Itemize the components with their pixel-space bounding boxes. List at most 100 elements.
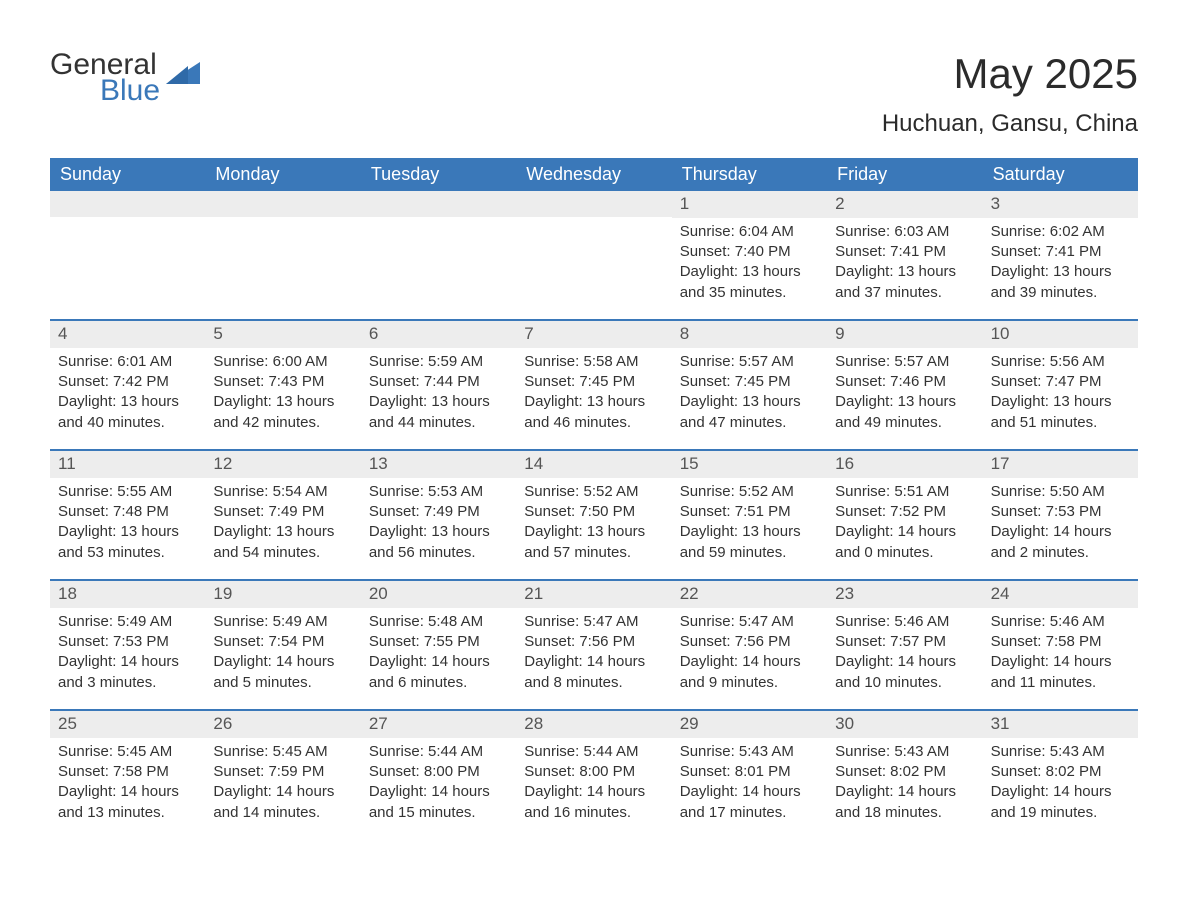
daylight-text: Daylight: 14 hours and 3 minutes. [58,652,197,693]
day-cell: 13Sunrise: 5:53 AMSunset: 7:49 PMDayligh… [361,451,516,579]
weekday-header: Thursday [672,158,827,191]
day-details: Sunrise: 5:52 AMSunset: 7:50 PMDaylight:… [516,478,671,573]
day-cell: 15Sunrise: 5:52 AMSunset: 7:51 PMDayligh… [672,451,827,579]
sunrise-text: Sunrise: 5:52 AM [680,482,819,502]
day-number: 18 [50,581,205,608]
day-details: Sunrise: 6:01 AMSunset: 7:42 PMDaylight:… [50,348,205,443]
day-number: 21 [516,581,671,608]
sunset-text: Sunset: 7:56 PM [524,632,663,652]
daylight-text: Daylight: 13 hours and 47 minutes. [680,392,819,433]
day-number: 5 [205,321,360,348]
sunset-text: Sunset: 7:45 PM [680,372,819,392]
day-cell [50,191,205,319]
sunrise-text: Sunrise: 6:03 AM [835,222,974,242]
page-header: General Blue May 2025 Huchuan, Gansu, Ch… [50,50,1138,138]
day-number: 8 [672,321,827,348]
sunset-text: Sunset: 7:46 PM [835,372,974,392]
sunrise-text: Sunrise: 6:02 AM [991,222,1130,242]
daylight-text: Daylight: 13 hours and 37 minutes. [835,262,974,303]
day-details: Sunrise: 5:46 AMSunset: 7:57 PMDaylight:… [827,608,982,703]
sunrise-text: Sunrise: 5:45 AM [213,742,352,762]
week-row: 11Sunrise: 5:55 AMSunset: 7:48 PMDayligh… [50,449,1138,579]
sunset-text: Sunset: 7:52 PM [835,502,974,522]
sunset-text: Sunset: 8:01 PM [680,762,819,782]
weekday-header: Saturday [983,158,1138,191]
sunset-text: Sunset: 7:58 PM [58,762,197,782]
day-number: 14 [516,451,671,478]
weekday-header-row: Sunday Monday Tuesday Wednesday Thursday… [50,158,1138,191]
daylight-text: Daylight: 14 hours and 18 minutes. [835,782,974,823]
daylight-text: Daylight: 13 hours and 42 minutes. [213,392,352,433]
sunrise-text: Sunrise: 6:01 AM [58,352,197,372]
week-row: 4Sunrise: 6:01 AMSunset: 7:42 PMDaylight… [50,319,1138,449]
day-number: 22 [672,581,827,608]
sunset-text: Sunset: 7:50 PM [524,502,663,522]
weekday-header: Monday [205,158,360,191]
day-number: 26 [205,711,360,738]
day-details: Sunrise: 5:43 AMSunset: 8:02 PMDaylight:… [983,738,1138,833]
day-number: 7 [516,321,671,348]
sunset-text: Sunset: 7:47 PM [991,372,1130,392]
day-cell: 16Sunrise: 5:51 AMSunset: 7:52 PMDayligh… [827,451,982,579]
sunrise-text: Sunrise: 5:51 AM [835,482,974,502]
sunset-text: Sunset: 7:43 PM [213,372,352,392]
daylight-text: Daylight: 13 hours and 59 minutes. [680,522,819,563]
day-number: 16 [827,451,982,478]
daylight-text: Daylight: 13 hours and 53 minutes. [58,522,197,563]
day-details: Sunrise: 5:51 AMSunset: 7:52 PMDaylight:… [827,478,982,573]
day-cell [516,191,671,319]
sunset-text: Sunset: 7:53 PM [991,502,1130,522]
daylight-text: Daylight: 14 hours and 16 minutes. [524,782,663,823]
day-details: Sunrise: 5:43 AMSunset: 8:02 PMDaylight:… [827,738,982,833]
day-number: 27 [361,711,516,738]
day-details: Sunrise: 5:52 AMSunset: 7:51 PMDaylight:… [672,478,827,573]
daylight-text: Daylight: 14 hours and 6 minutes. [369,652,508,693]
sunrise-text: Sunrise: 6:04 AM [680,222,819,242]
daylight-text: Daylight: 13 hours and 39 minutes. [991,262,1130,303]
sunset-text: Sunset: 7:49 PM [369,502,508,522]
brand-logo: General Blue [50,50,200,106]
sunrise-text: Sunrise: 6:00 AM [213,352,352,372]
sunrise-text: Sunrise: 5:50 AM [991,482,1130,502]
day-number: 10 [983,321,1138,348]
sunrise-text: Sunrise: 5:44 AM [369,742,508,762]
sunset-text: Sunset: 8:02 PM [835,762,974,782]
logo-triangle-icon [166,56,200,84]
sunrise-text: Sunrise: 5:55 AM [58,482,197,502]
day-cell: 28Sunrise: 5:44 AMSunset: 8:00 PMDayligh… [516,711,671,839]
daylight-text: Daylight: 14 hours and 8 minutes. [524,652,663,693]
weekday-header: Wednesday [516,158,671,191]
day-details: Sunrise: 5:56 AMSunset: 7:47 PMDaylight:… [983,348,1138,443]
day-details: Sunrise: 5:47 AMSunset: 7:56 PMDaylight:… [672,608,827,703]
day-number: 28 [516,711,671,738]
day-cell: 21Sunrise: 5:47 AMSunset: 7:56 PMDayligh… [516,581,671,709]
week-row: 1Sunrise: 6:04 AMSunset: 7:40 PMDaylight… [50,191,1138,319]
day-number: 23 [827,581,982,608]
sunset-text: Sunset: 7:56 PM [680,632,819,652]
day-number: 13 [361,451,516,478]
day-number [50,191,205,217]
sunset-text: Sunset: 7:49 PM [213,502,352,522]
daylight-text: Daylight: 14 hours and 15 minutes. [369,782,508,823]
day-cell: 26Sunrise: 5:45 AMSunset: 7:59 PMDayligh… [205,711,360,839]
day-cell: 25Sunrise: 5:45 AMSunset: 7:58 PMDayligh… [50,711,205,839]
day-details: Sunrise: 5:44 AMSunset: 8:00 PMDaylight:… [361,738,516,833]
day-number: 11 [50,451,205,478]
daylight-text: Daylight: 14 hours and 5 minutes. [213,652,352,693]
sunset-text: Sunset: 7:41 PM [991,242,1130,262]
daylight-text: Daylight: 14 hours and 2 minutes. [991,522,1130,563]
day-number: 12 [205,451,360,478]
daylight-text: Daylight: 13 hours and 56 minutes. [369,522,508,563]
day-number: 31 [983,711,1138,738]
daylight-text: Daylight: 14 hours and 9 minutes. [680,652,819,693]
sunset-text: Sunset: 8:00 PM [369,762,508,782]
day-cell: 11Sunrise: 5:55 AMSunset: 7:48 PMDayligh… [50,451,205,579]
day-details: Sunrise: 5:43 AMSunset: 8:01 PMDaylight:… [672,738,827,833]
day-details: Sunrise: 5:53 AMSunset: 7:49 PMDaylight:… [361,478,516,573]
daylight-text: Daylight: 13 hours and 54 minutes. [213,522,352,563]
sunrise-text: Sunrise: 5:54 AM [213,482,352,502]
sunrise-text: Sunrise: 5:43 AM [680,742,819,762]
day-cell: 7Sunrise: 5:58 AMSunset: 7:45 PMDaylight… [516,321,671,449]
day-details: Sunrise: 5:55 AMSunset: 7:48 PMDaylight:… [50,478,205,573]
daylight-text: Daylight: 14 hours and 0 minutes. [835,522,974,563]
